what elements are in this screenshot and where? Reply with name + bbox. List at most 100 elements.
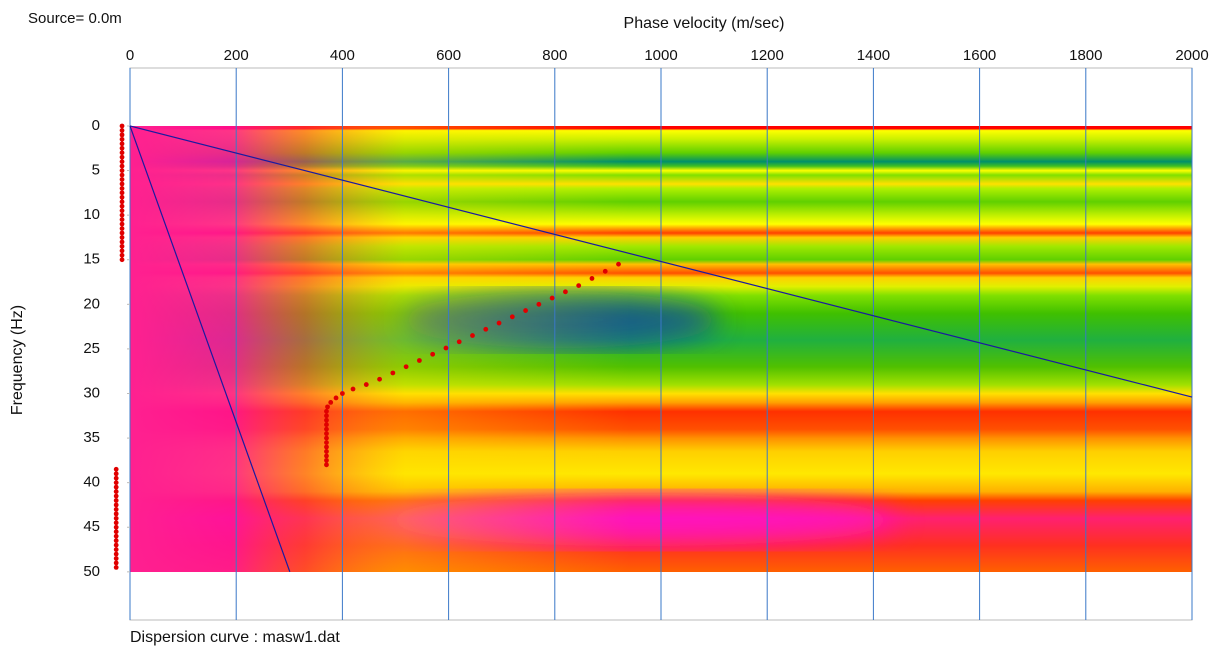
dispersion-point [113, 466, 119, 472]
dispersion-point [324, 457, 329, 463]
dispersion-point [113, 511, 119, 517]
dispersion-point [119, 132, 125, 138]
dispersion-point [324, 417, 329, 423]
dispersion-point [119, 252, 125, 258]
dispersion-point [324, 426, 329, 432]
dispersion-point [483, 326, 489, 332]
x-tick-label: 2000 [1175, 47, 1208, 64]
dispersion-point [324, 422, 329, 428]
dispersion-point [119, 163, 125, 169]
dispersion-point [324, 413, 329, 419]
guide-line [129, 125, 1193, 398]
dispersion-point [363, 382, 369, 387]
dispersion-point [549, 295, 555, 301]
dispersion-point [119, 212, 125, 218]
x-tick-label: 600 [436, 47, 461, 64]
y-tick-label: 5 [92, 162, 100, 179]
dispersion-point [113, 564, 119, 570]
dispersion-point [119, 239, 125, 245]
dispersion-point [390, 370, 396, 376]
dispersion-point [119, 235, 125, 240]
dispersion-point [119, 136, 125, 142]
dispersion-point [113, 542, 119, 548]
dispersion-point [324, 453, 329, 459]
dispersion-point [113, 551, 119, 557]
y-tick-label: 0 [92, 117, 100, 134]
dispersion-point [113, 502, 119, 508]
dispersion-point [430, 351, 436, 357]
dispersion-point [350, 386, 356, 392]
dispersion-point [119, 257, 125, 263]
dispersion-point [377, 376, 382, 382]
y-axis-title: Frequency (Hz) [9, 305, 26, 415]
y-tick-label: 30 [83, 384, 100, 401]
y-tick-label: 10 [83, 206, 100, 223]
y-tick-label: 25 [83, 340, 100, 357]
dispersion-point [324, 440, 329, 445]
dispersion-point [324, 444, 329, 450]
dispersion-point [119, 194, 125, 200]
dispersion-point [340, 391, 345, 396]
y-tick-label: 50 [83, 563, 100, 580]
y-tick-label: 35 [83, 429, 100, 446]
x-tick-label: 1600 [963, 47, 996, 64]
x-tick-label: 1800 [1069, 47, 1102, 64]
dispersion-point [119, 203, 125, 209]
guide-line [129, 125, 291, 573]
dispersion-point [509, 314, 515, 320]
dispersion-point [119, 150, 125, 156]
x-axis-title: Phase velocity (m/sec) [624, 15, 785, 32]
dispersion-point [113, 515, 119, 521]
dispersion-point [616, 261, 621, 267]
dispersion-point [119, 243, 125, 249]
dispersion-point [113, 529, 119, 535]
dispersion-point [119, 199, 125, 205]
x-tick-label: 800 [542, 47, 567, 64]
dispersion-point [563, 289, 568, 295]
dispersion-point [119, 181, 125, 187]
dispersion-point [456, 339, 462, 345]
x-tick-label: 200 [224, 47, 249, 64]
dispersion-point [119, 208, 125, 214]
dispersion-point [113, 538, 119, 544]
dispersion-point [589, 276, 595, 281]
y-tick-label: 20 [83, 295, 100, 312]
dispersion-point [113, 547, 119, 552]
dispersion-point [324, 408, 329, 414]
x-tick-label: 1000 [644, 47, 677, 64]
dispersion-point [119, 230, 125, 236]
source-label: Source= 0.0m [28, 10, 122, 27]
dispersion-point [536, 301, 542, 307]
dispersion-point [119, 128, 125, 133]
dispersion-point [324, 449, 329, 454]
x-tick-label: 1400 [857, 47, 890, 64]
dispersion-point [443, 345, 449, 351]
dispersion-point [119, 221, 125, 227]
dispersion-point [324, 462, 329, 468]
dispersion-point [113, 556, 119, 561]
y-tick-label: 15 [83, 251, 100, 268]
dispersion-point [119, 190, 125, 196]
dispersion-point [113, 560, 119, 566]
dispersion-point [324, 435, 329, 441]
dispersion-point [470, 333, 475, 338]
dispersion-point [119, 145, 125, 151]
dispersion-point [324, 431, 329, 437]
dispersion-point [113, 493, 119, 499]
y-tick-label: 40 [83, 474, 100, 491]
dispersion-point [576, 283, 582, 288]
dispersion-point [119, 172, 125, 178]
dispersion-point [119, 141, 125, 147]
dispersion-point [119, 159, 125, 165]
dispersion-point [602, 268, 608, 274]
dispersion-point [416, 358, 422, 363]
dispersion-point [119, 154, 125, 160]
dispersion-point [119, 217, 125, 222]
dispersion-point [113, 520, 119, 526]
dispersion-point [328, 400, 334, 405]
dispersion-point [113, 498, 119, 503]
dispersion-point [119, 123, 125, 129]
dispersion-point [523, 308, 528, 313]
